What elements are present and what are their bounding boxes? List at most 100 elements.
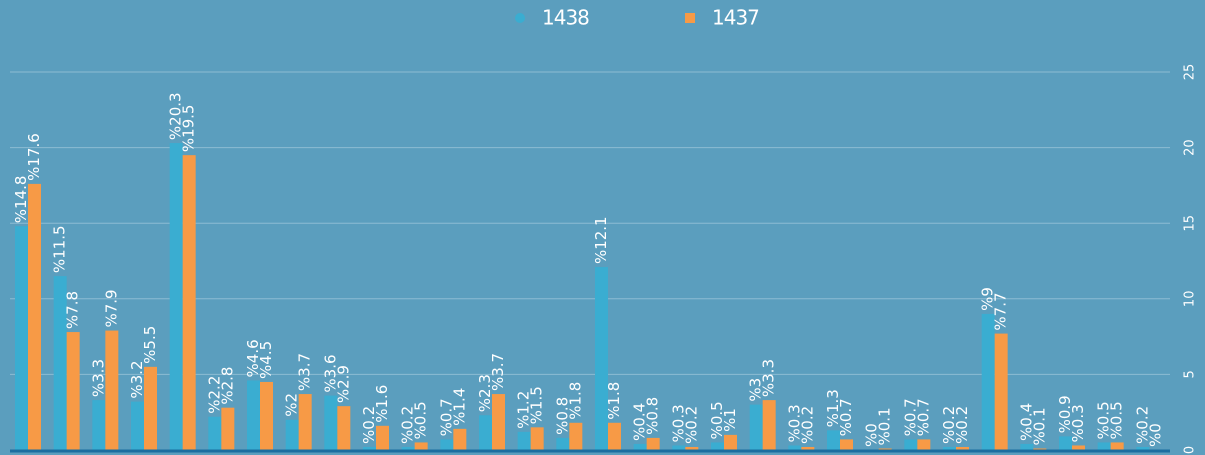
data-label: %0.8 bbox=[553, 397, 571, 435]
data-label: %9 bbox=[979, 287, 997, 311]
data-label: %5.5 bbox=[141, 326, 159, 364]
bar bbox=[749, 404, 763, 450]
data-label: %4.6 bbox=[244, 339, 262, 377]
bar bbox=[376, 425, 389, 450]
y-tick-label: 5 bbox=[1183, 370, 1198, 378]
bar bbox=[1097, 442, 1111, 450]
bar bbox=[144, 366, 157, 450]
data-label: %12.1 bbox=[592, 216, 610, 264]
y-tick-label: 0 bbox=[1183, 446, 1198, 454]
data-label: %1.3 bbox=[824, 389, 842, 427]
bar bbox=[66, 332, 80, 450]
data-label: %0.5 bbox=[708, 401, 726, 439]
bar bbox=[788, 445, 802, 450]
bar bbox=[363, 446, 376, 450]
bar bbox=[324, 395, 338, 450]
bar bbox=[453, 428, 467, 450]
bar bbox=[711, 442, 724, 450]
data-label: %0.3 bbox=[669, 404, 687, 442]
data-label: %0.7 bbox=[901, 398, 919, 436]
data-label: %0.3 bbox=[785, 404, 803, 442]
bar bbox=[221, 407, 235, 450]
bar bbox=[956, 446, 969, 450]
data-label: %3.7 bbox=[296, 353, 314, 391]
data-label: %1.8 bbox=[605, 382, 623, 420]
data-label: %0.4 bbox=[631, 403, 649, 441]
legend-marker bbox=[685, 13, 695, 23]
bar bbox=[53, 276, 67, 450]
data-label: %0.1 bbox=[876, 407, 894, 445]
bar bbox=[169, 143, 183, 450]
bar bbox=[827, 430, 840, 450]
data-label: %2 bbox=[283, 393, 301, 417]
bar bbox=[105, 330, 119, 450]
bar bbox=[28, 183, 41, 450]
data-label: %0.7 bbox=[437, 398, 455, 436]
bar bbox=[285, 419, 299, 450]
bar bbox=[182, 155, 196, 450]
data-label: %0.7 bbox=[914, 398, 932, 436]
bar bbox=[260, 381, 273, 450]
data-label: %0 bbox=[1146, 423, 1164, 447]
bar bbox=[1072, 445, 1085, 450]
data-label: %0.4 bbox=[1017, 403, 1035, 441]
data-label: %3.2 bbox=[128, 361, 146, 399]
bar bbox=[1020, 443, 1034, 450]
data-label: %2.8 bbox=[218, 367, 236, 405]
data-label: %3.3 bbox=[89, 359, 107, 397]
bar bbox=[517, 431, 531, 450]
bar bbox=[762, 400, 776, 450]
bar bbox=[1059, 436, 1072, 450]
bar bbox=[878, 448, 892, 450]
data-label: %7.7 bbox=[992, 292, 1010, 330]
bar bbox=[440, 439, 454, 450]
bar bbox=[981, 313, 995, 450]
data-label: %3.6 bbox=[321, 354, 339, 392]
bar bbox=[556, 437, 570, 450]
data-label: %0.2 bbox=[940, 406, 958, 444]
data-label: %0.9 bbox=[1056, 395, 1074, 433]
data-label: %1.5 bbox=[528, 386, 546, 424]
y-tick-label: 15 bbox=[1183, 215, 1198, 232]
bar bbox=[401, 446, 415, 450]
data-label: %3.7 bbox=[489, 353, 507, 391]
data-label: %0.7 bbox=[837, 398, 855, 436]
data-label: %14.8 bbox=[12, 176, 30, 224]
data-label: %0.2 bbox=[1133, 406, 1151, 444]
data-label: %0.5 bbox=[412, 401, 430, 439]
bar bbox=[131, 401, 144, 450]
bar bbox=[685, 446, 699, 450]
bar bbox=[724, 434, 737, 450]
legend-marker bbox=[515, 13, 525, 23]
data-label: %2.2 bbox=[205, 376, 223, 414]
bar bbox=[904, 439, 918, 450]
bar bbox=[337, 406, 351, 450]
bar bbox=[943, 446, 956, 450]
bar bbox=[479, 415, 492, 450]
bar bbox=[15, 226, 28, 450]
bar bbox=[298, 394, 312, 450]
bar bbox=[917, 439, 931, 450]
data-label: %3.3 bbox=[760, 359, 778, 397]
data-label: %1.8 bbox=[566, 382, 584, 420]
bar bbox=[530, 427, 544, 450]
data-label: %2.3 bbox=[476, 374, 494, 412]
data-label: %1.2 bbox=[515, 391, 533, 429]
bar bbox=[414, 442, 428, 450]
data-label: %7.9 bbox=[102, 289, 120, 327]
bar bbox=[608, 422, 621, 450]
bar bbox=[840, 439, 853, 450]
legend-label: 1438 bbox=[542, 6, 589, 30]
data-label: %0.2 bbox=[953, 406, 971, 444]
bar bbox=[1033, 448, 1047, 450]
y-tick-label: 20 bbox=[1183, 139, 1198, 156]
bar bbox=[92, 400, 106, 450]
data-label: %0.2 bbox=[798, 406, 816, 444]
data-label: %17.6 bbox=[25, 133, 43, 181]
bar bbox=[569, 422, 583, 450]
bar bbox=[1136, 446, 1150, 450]
data-label: %19.5 bbox=[180, 105, 198, 153]
data-label: %4.5 bbox=[257, 341, 275, 379]
data-label: %1 bbox=[721, 408, 739, 432]
